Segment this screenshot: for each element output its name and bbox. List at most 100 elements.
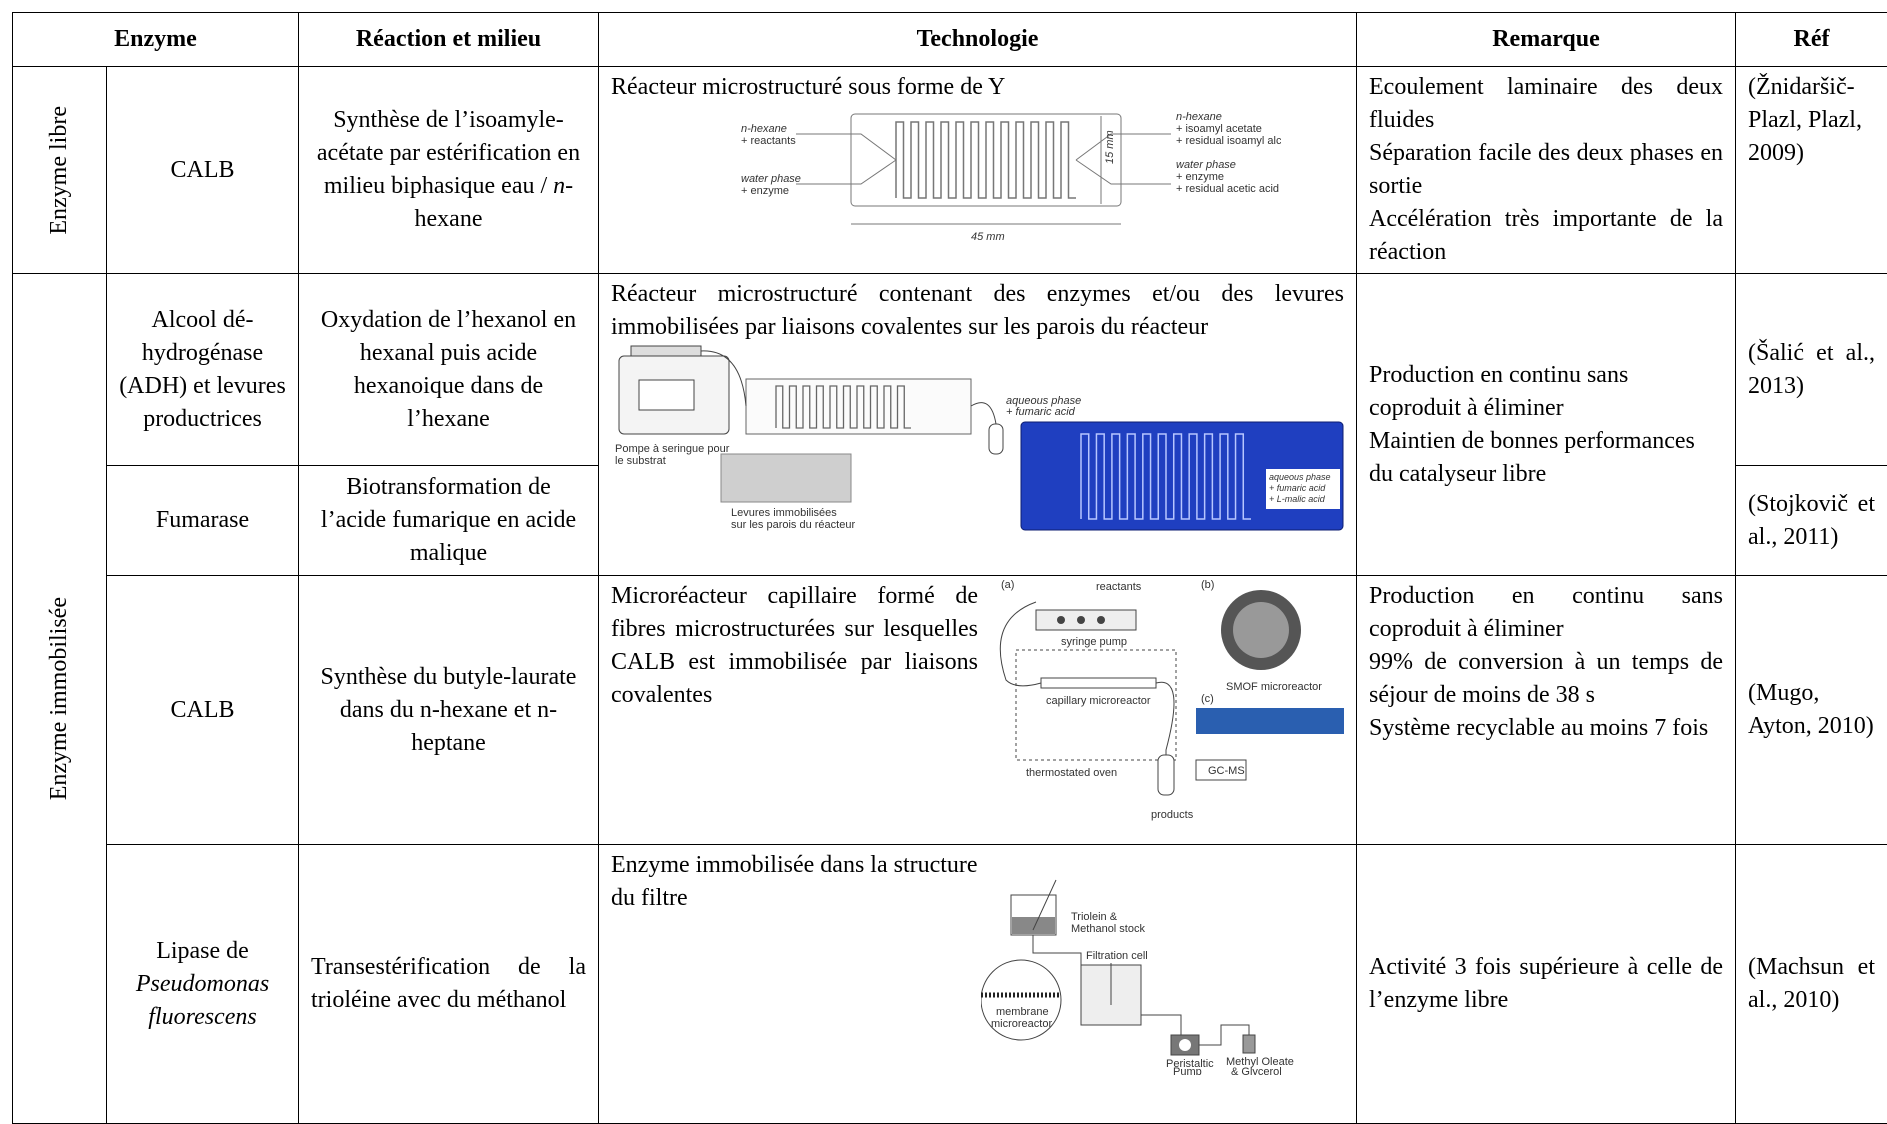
row: Enzyme libre CALB Synthèse de l’isoamyle…: [13, 67, 1887, 274]
header-cell: Technologie: [599, 13, 1357, 67]
row: Lipase de Pseudomonas fluorescens Transe…: [13, 845, 1887, 1124]
remark-cell: Production en continu sans coproduit à é…: [1357, 576, 1736, 845]
remark-cell: Production en continu sans coproduit à é…: [1357, 274, 1736, 576]
syringe-pump: [1036, 610, 1136, 630]
figure-label: + L-malic acid: [1269, 494, 1326, 504]
text-part: Pseudomonas fluorescens: [136, 971, 269, 1030]
header-cell: Réf: [1736, 13, 1887, 67]
group-cell: Enzyme libre: [13, 67, 107, 274]
figure-label: (b): [1201, 580, 1214, 591]
remark-cell: Activité 3 fois supérieure à celle de l’…: [1357, 845, 1736, 1124]
enzyme-cell: CALB: [107, 67, 299, 274]
figure-label: & Glycerol: [1231, 1066, 1282, 1075]
figure-label: products: [1151, 809, 1194, 821]
technology-text: Microréacteur capillaire formé de fibres…: [611, 580, 978, 830]
figure-label: Levures immobilisées: [731, 507, 837, 519]
pipe: [1033, 935, 1081, 965]
text-line: Production en continu sans coproduit à é…: [1369, 359, 1723, 425]
technology-cell: Enzyme immobilisée dans la structure du …: [599, 845, 1357, 1124]
figure-label: + isoamyl acetate: [1176, 123, 1262, 135]
text-line: Système recyclable au moins 7 fois: [1369, 712, 1723, 745]
figure: n-hexane + reactants water phase + enzym…: [701, 104, 1281, 254]
group-cell: Enzyme immobilisée: [13, 274, 107, 1124]
technology-text: Réacteur microstructuré sous forme de Y: [611, 71, 1344, 104]
channel: [776, 386, 911, 428]
technology-cell: Réacteur microstructuré contenant des en…: [599, 274, 1357, 576]
enzyme-cell: Alcool dé-hydrogénase (ADH) et levures p…: [107, 274, 299, 466]
vial: [989, 424, 1003, 454]
figure-label: n-hexane: [1176, 111, 1222, 123]
product-vial: [1243, 1035, 1255, 1053]
reaction-cell: Biotransformation de l’acide fumarique e…: [299, 466, 599, 576]
figure: Pompe à seringue pour le substrat Levure…: [611, 344, 1346, 534]
figure-label: 45 mm: [971, 231, 1005, 243]
chip: [746, 379, 971, 434]
figure-label: + reactants: [741, 135, 796, 147]
figure-label: water phase: [1176, 159, 1236, 171]
figure-label: membrane: [996, 1006, 1049, 1018]
figure-label: + enzyme: [741, 185, 789, 197]
figure-label: sur les parois du réacteur: [731, 519, 855, 531]
reference-cell: (Stojkovič et al., 2011): [1736, 466, 1887, 576]
figure-label: water phase: [741, 173, 801, 185]
figure: Triolein & Methanol stock Filtration cel…: [981, 875, 1351, 1075]
figure-label: reactants: [1096, 581, 1142, 593]
row: Enzyme immobilisée Alcool dé-hydrogénase…: [13, 274, 1887, 466]
technology-text: Réacteur microstructuré contenant des en…: [611, 278, 1344, 344]
figure-label: Triolein &: [1071, 911, 1118, 923]
group-label: Enzyme libre: [43, 106, 76, 235]
group-label: Enzyme immobilisée: [43, 597, 76, 800]
figure-label: le substrat: [615, 455, 666, 467]
pump-screen: [639, 380, 694, 410]
figure-label: + fumaric acid: [1269, 483, 1326, 493]
magnified-wall: [721, 454, 851, 502]
text-line: Activité 3 fois supérieure à celle de l’…: [1369, 951, 1723, 1017]
header-cell: Enzyme: [13, 13, 299, 67]
figure-label: Filtration cell: [1086, 950, 1148, 962]
reference-cell: (Žnidaršič-Plazl, Plazl, 2009): [1736, 67, 1887, 274]
reference-cell: (Machsun et al., 2010): [1736, 845, 1887, 1124]
figure-label: Pump: [1173, 1066, 1202, 1075]
figure-label: + enzyme: [1176, 171, 1224, 183]
enzyme-cell: Lipase de Pseudomonas fluorescens: [107, 845, 299, 1124]
enzyme-table: Enzyme Réaction et milieu Technologie Re…: [12, 12, 1887, 1124]
figure-label: Methanol stock: [1071, 923, 1145, 935]
text-line: Maintien de bonnes performances du catal…: [1369, 425, 1723, 491]
reference-cell: (Šalić et al., 2013): [1736, 274, 1887, 466]
header-cell: Remarque: [1357, 13, 1736, 67]
text-line: 99% de conversion à un temps de séjour d…: [1369, 646, 1723, 712]
text-line: Séparation facile des deux phases en sor…: [1369, 137, 1723, 203]
text-line: Production en continu sans coproduit à é…: [1369, 580, 1723, 646]
enzyme-cell: CALB: [107, 576, 299, 845]
figure-label: capillary microreactor: [1046, 695, 1151, 707]
syringe: [631, 346, 701, 356]
technology-text: Enzyme immobilisée dans la structure du …: [611, 849, 978, 915]
figure-label: + fumaric acid: [1006, 406, 1076, 418]
text-part: n: [553, 173, 565, 199]
figure-label: aqueous phase: [1269, 472, 1331, 482]
text-line: Accélération très importante de la réact…: [1369, 203, 1723, 269]
figure-label: SMOF microreactor: [1226, 681, 1322, 693]
row: CALB Synthèse du butyle-laurate dans du …: [13, 576, 1887, 845]
figure-label: + residual isoamyl alcohol: [1176, 135, 1281, 147]
header-cell: Réaction et milieu: [299, 13, 599, 67]
figure-label: thermostated oven: [1026, 767, 1117, 779]
reaction-cell: Transestérification de la trioléine avec…: [299, 845, 599, 1124]
figure-label: Pompe à seringue pour: [615, 443, 730, 455]
technology-cell: Réacteur microstructuré sous forme de Y …: [599, 67, 1357, 274]
reference-cell: (Mugo, Ayton, 2010): [1736, 576, 1887, 845]
figure-label: GC-MS: [1208, 765, 1245, 777]
channel: [896, 122, 1076, 198]
text-part: Synthèse de l’isoamyle-acétate par estér…: [317, 107, 580, 199]
figure-label: 15 mm: [1104, 130, 1116, 164]
enzyme-cell: Fumarase: [107, 466, 299, 576]
figure-label: syringe pump: [1061, 636, 1127, 648]
header-row: Enzyme Réaction et milieu Technologie Re…: [13, 13, 1887, 67]
fiber-photo: [1196, 708, 1344, 734]
figure-label: (c): [1201, 693, 1214, 705]
text-line: Ecoulement laminaire des deux fluides: [1369, 71, 1723, 137]
figure-label: (a): [1001, 580, 1014, 591]
